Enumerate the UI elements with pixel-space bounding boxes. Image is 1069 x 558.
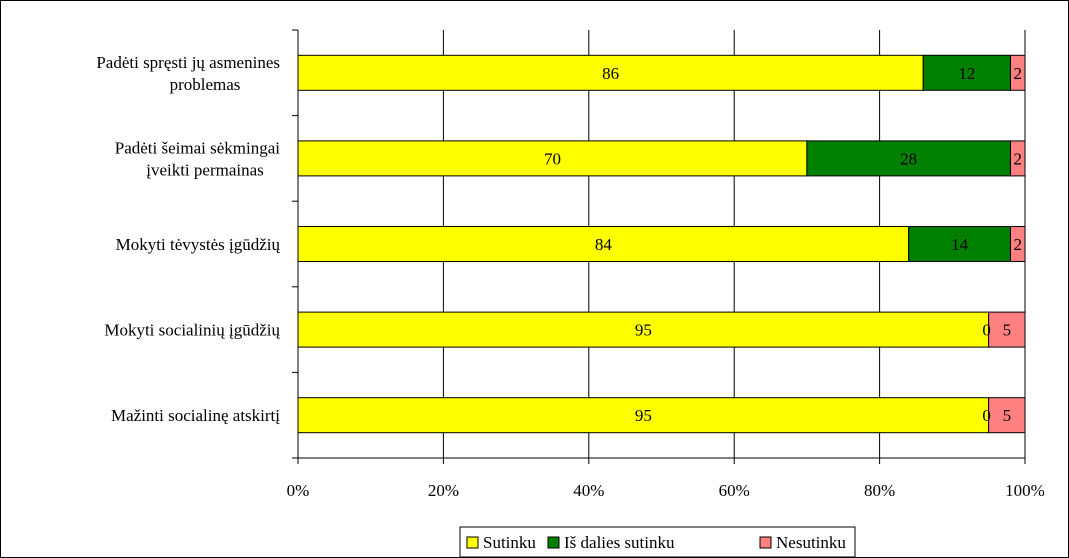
bar-segment bbox=[297, 226, 910, 262]
category-label: Mokyti tėvystės įgūdžių bbox=[116, 235, 281, 254]
axes: 0% 20% 40% 60% 80% 100% Padėti spręsti jų asme… bbox=[96, 29, 1045, 500]
data-label: 2 bbox=[1013, 149, 1022, 168]
category-label: įveikti permainas bbox=[146, 160, 264, 179]
data-label: 70 bbox=[544, 149, 561, 168]
data-label: 5 bbox=[1003, 406, 1012, 425]
category-label: Mokyti socialinių įgūdžių bbox=[104, 321, 280, 340]
category-label: Padėti spręsti jų asmenines bbox=[96, 53, 280, 72]
data-label: 0 bbox=[982, 321, 991, 340]
data-label: 14 bbox=[951, 235, 969, 254]
x-tick-label: 40% bbox=[573, 481, 604, 500]
legend-box bbox=[459, 526, 856, 558]
legend: Sutinku Iš dalies sutinku Nesutinku bbox=[459, 526, 856, 558]
legend-label: Nesutinku bbox=[776, 533, 846, 552]
data-label: 12 bbox=[958, 64, 975, 83]
data-label: 0 bbox=[982, 406, 991, 425]
category-label: problemas bbox=[170, 75, 241, 94]
legend-swatch bbox=[466, 536, 479, 549]
category-label: Mažinti socialinę atskirtį bbox=[111, 406, 280, 425]
data-label: 95 bbox=[635, 406, 652, 425]
legend-swatch bbox=[759, 536, 772, 549]
data-label: 84 bbox=[595, 235, 613, 254]
legend-swatch bbox=[547, 536, 560, 549]
bar-segment bbox=[1009, 140, 1026, 177]
bar-segment bbox=[988, 311, 1026, 348]
x-tick-label: 100% bbox=[1005, 481, 1045, 500]
x-tick-label: 80% bbox=[864, 481, 895, 500]
data-label: 2 bbox=[1013, 235, 1022, 254]
bar-segment bbox=[908, 226, 1011, 262]
x-tick-label: 0% bbox=[287, 481, 310, 500]
x-tick-label: 60% bbox=[719, 481, 750, 500]
x-tick-label: 20% bbox=[428, 481, 459, 500]
bar-segment bbox=[922, 54, 1011, 91]
bar-segment bbox=[1009, 54, 1026, 91]
category-label: Padėti šeimai sėkmingai bbox=[115, 138, 281, 157]
data-label: 86 bbox=[602, 64, 619, 83]
data-label: 28 bbox=[900, 149, 917, 168]
legend-label: Sutinku bbox=[483, 533, 536, 552]
bar-segment bbox=[297, 311, 990, 348]
legend-label: Iš dalies sutinku bbox=[564, 533, 675, 552]
data-labels: 86 12 270 28 284 14 295 0 595 0 5 bbox=[544, 64, 1022, 425]
data-label: 5 bbox=[1003, 321, 1012, 340]
bar-segment bbox=[1009, 226, 1026, 262]
data-label: 2 bbox=[1013, 64, 1022, 83]
bar-segment bbox=[988, 397, 1026, 434]
bars bbox=[297, 54, 1026, 434]
data-label: 95 bbox=[635, 321, 652, 340]
